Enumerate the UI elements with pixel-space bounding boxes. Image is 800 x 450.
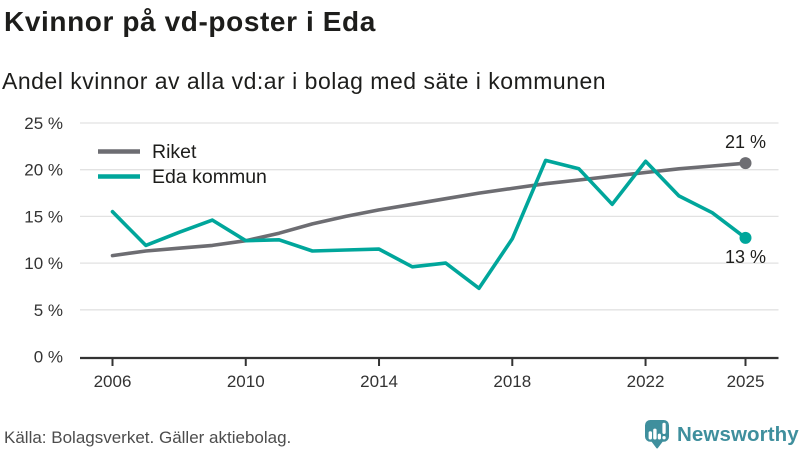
logo-bar-2 [653, 428, 657, 440]
logo-exclamation-dot [662, 436, 666, 440]
logo-bar-1 [648, 431, 652, 440]
logo-bar-3 [657, 433, 661, 440]
x-tick-label-2025: 2025 [727, 372, 765, 391]
x-tick-label-2018: 2018 [493, 372, 531, 391]
y-tick-label-10: 10 % [24, 254, 63, 273]
x-tick-label-2010: 2010 [227, 372, 265, 391]
chart-subtitle: Andel kvinnor av alla vd:ar i bolag med … [2, 67, 607, 94]
series-end-label-riket: 21 % [725, 132, 766, 152]
series-end-label-eda-kommun: 13 % [725, 247, 766, 267]
logo-exclamation-bar [662, 422, 666, 434]
chart-title: Kvinnor på vd-poster i Eda [4, 5, 376, 37]
x-tick-label-2014: 2014 [360, 372, 398, 391]
source-note: Källa: Bolagsverket. Gäller aktiebolag. [4, 427, 292, 447]
legend-label-riket: Riket [152, 141, 197, 163]
brand-name: Newsworthy [677, 423, 799, 446]
y-tick-label-5: 5 % [34, 301, 63, 320]
series-end-dot-eda-kommun [739, 231, 752, 244]
series-end-dot-riket [739, 157, 752, 170]
legend-label-eda-kommun: Eda kommun [152, 166, 267, 188]
y-tick-label-15: 15 % [24, 207, 63, 226]
series-line-eda-kommun [110, 158, 748, 291]
y-tick-label-0: 0 % [34, 348, 63, 367]
x-tick-label-2006: 2006 [94, 372, 132, 391]
x-tick-label-2022: 2022 [627, 372, 665, 391]
newsworthy-logo-icon [645, 420, 669, 449]
series-line-riket [110, 161, 748, 258]
y-tick-label-20: 20 % [24, 161, 63, 180]
y-tick-label-25: 25 % [24, 114, 63, 133]
